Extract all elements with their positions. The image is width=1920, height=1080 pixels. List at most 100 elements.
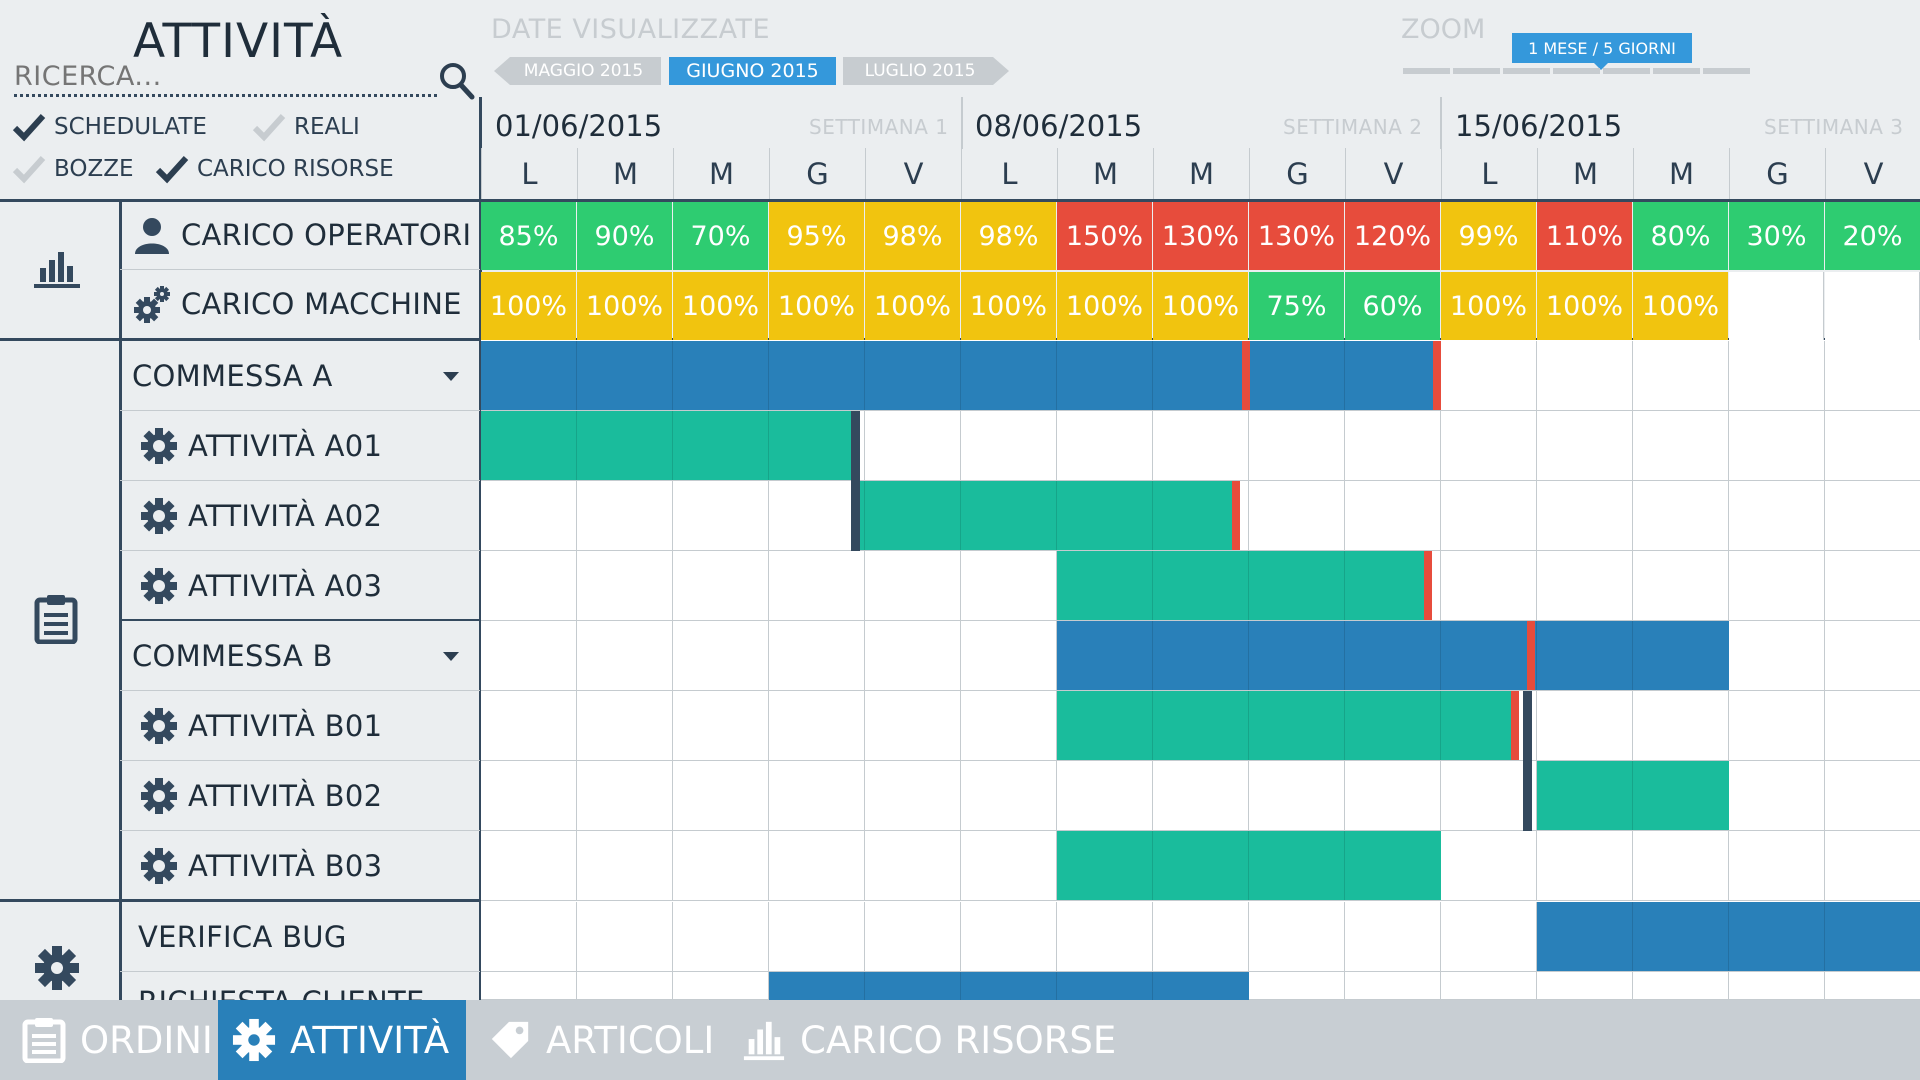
grid-cell: [1729, 691, 1825, 761]
grid-cell: [673, 481, 769, 551]
commessa-bar[interactable]: [481, 341, 1441, 410]
task-bar[interactable]: [1057, 551, 1432, 620]
search-input[interactable]: [14, 60, 434, 92]
grid-cell: [1249, 411, 1345, 481]
month-button-next[interactable]: LUGLIO 2015: [843, 57, 1009, 85]
row-label: CARICO OPERATORI: [181, 218, 472, 252]
grid-cell: [1729, 761, 1825, 831]
nav-label: ARTICOLI: [546, 1018, 715, 1062]
commessa-label[interactable]: COMMESSA B: [132, 621, 333, 691]
row-divider: [120, 480, 480, 481]
nav-attivita[interactable]: ATTIVITÀ: [218, 1000, 466, 1080]
grid-cell: [865, 691, 961, 761]
grid-cell: [1441, 831, 1537, 901]
filter-bozze[interactable]: BOZZE: [12, 154, 134, 184]
zoom-segment[interactable]: [1553, 68, 1600, 74]
dates-label: DATE VISUALIZZATE: [491, 14, 771, 45]
row-label: COMMESSA B: [132, 639, 333, 673]
task-bar[interactable]: [1537, 761, 1729, 830]
grid-cell: [865, 621, 961, 691]
task-label[interactable]: ATTIVITÀ B01: [140, 691, 382, 761]
zoom-segment[interactable]: [1703, 68, 1750, 74]
zoom-caret-icon: [1593, 62, 1609, 70]
expand-caret-icon[interactable]: [443, 652, 459, 661]
deadline-marker: [1433, 341, 1442, 410]
task-label[interactable]: ATTIVITÀ A03: [140, 551, 382, 621]
bar-day-line: [1344, 621, 1345, 690]
bar-day-line: [1248, 831, 1249, 900]
filter-label: SCHEDULATE: [54, 114, 207, 140]
commessa-label[interactable]: COMMESSA A: [132, 341, 333, 411]
row-divider: [120, 971, 480, 972]
other-label[interactable]: RICHIESTA CLIENTE: [138, 972, 425, 1000]
task-label[interactable]: ATTIVITÀ A01: [140, 411, 382, 481]
grid-cell: [1537, 691, 1633, 761]
nav-articoli[interactable]: ARTICOLI: [488, 1000, 728, 1080]
bar-day-line: [1152, 551, 1153, 620]
month-button-current[interactable]: GIUGNO 2015: [669, 57, 836, 85]
task-bar[interactable]: [855, 481, 1240, 550]
nav-carico-risorse[interactable]: CARICO RISORSE: [742, 1000, 1122, 1080]
search-icon[interactable]: [439, 62, 475, 100]
load-cell: 100%: [865, 272, 960, 340]
zoom-segment[interactable]: [1503, 68, 1550, 74]
commessa-bar[interactable]: [1057, 621, 1729, 690]
grid-cell: [1729, 341, 1825, 411]
grid-cell: [1729, 411, 1825, 481]
bar-day-line: [1248, 551, 1249, 620]
task-bar[interactable]: [481, 411, 856, 480]
task-bar[interactable]: [1057, 691, 1518, 760]
grid-cell: [1825, 481, 1920, 551]
nav-ordini[interactable]: ORDINI: [0, 1000, 218, 1080]
grid-cell: [1825, 621, 1920, 691]
grid-cell: [1345, 902, 1441, 972]
bar-day-line: [1344, 551, 1345, 620]
load-cell: 98%: [865, 202, 960, 270]
left-column-divider: [119, 200, 122, 1000]
task-label[interactable]: ATTIVITÀ A02: [140, 481, 382, 551]
grid-cell: [1729, 481, 1825, 551]
day-header: V: [865, 148, 961, 200]
grid-cell: [1057, 902, 1153, 972]
zoom-value-badge[interactable]: 1 MESE / 5 GIORNI: [1512, 33, 1692, 63]
bar-day-line: [1440, 621, 1441, 690]
row-carico-macchine: CARICO MACCHINE: [133, 279, 462, 329]
page-title: ATTIVITÀ: [133, 14, 344, 69]
grid-cell: [1249, 902, 1345, 972]
load-cell: 100%: [1153, 272, 1248, 340]
task-label[interactable]: ATTIVITÀ B02: [140, 761, 382, 831]
bar-day-line: [1152, 691, 1153, 760]
grid-cell: [577, 831, 673, 901]
load-cell: [1729, 272, 1824, 340]
month-button-prev[interactable]: MAGGIO 2015: [494, 57, 661, 85]
grid-cell: [1153, 481, 1249, 551]
task-bar[interactable]: [1537, 902, 1920, 971]
day-header: L: [961, 148, 1057, 200]
grid-cell: [577, 691, 673, 761]
zoom-segment[interactable]: [1453, 68, 1500, 74]
load-cell: 85%: [481, 202, 576, 270]
expand-caret-icon[interactable]: [443, 372, 459, 381]
filter-carico-risorse[interactable]: CARICO RISORSE: [155, 154, 394, 184]
zoom-segment[interactable]: [1403, 68, 1450, 74]
bar-day-line: [1632, 621, 1633, 690]
day-header: M: [577, 148, 673, 200]
filter-schedulate[interactable]: SCHEDULATE: [12, 112, 207, 142]
grid-cell: [961, 761, 1057, 831]
check-icon: [12, 155, 46, 184]
clipboard-icon: [34, 594, 78, 645]
grid-cell: [1249, 761, 1345, 831]
task-bar[interactable]: [1057, 831, 1441, 900]
zoom-segment[interactable]: [1603, 68, 1650, 74]
grid-cell: [1729, 621, 1825, 691]
search-underline: [14, 94, 437, 97]
grid-cell: [1345, 551, 1441, 621]
other-label[interactable]: VERIFICA BUG: [138, 902, 347, 972]
filter-reali[interactable]: REALI: [252, 112, 360, 142]
row-label: ATTIVITÀ A02: [188, 499, 383, 533]
grid-cell: [1537, 972, 1633, 1000]
bar-day-line: [1632, 761, 1633, 830]
task-bar[interactable]: [769, 972, 1249, 1000]
zoom-segment[interactable]: [1653, 68, 1700, 74]
task-label[interactable]: ATTIVITÀ B03: [140, 831, 382, 901]
